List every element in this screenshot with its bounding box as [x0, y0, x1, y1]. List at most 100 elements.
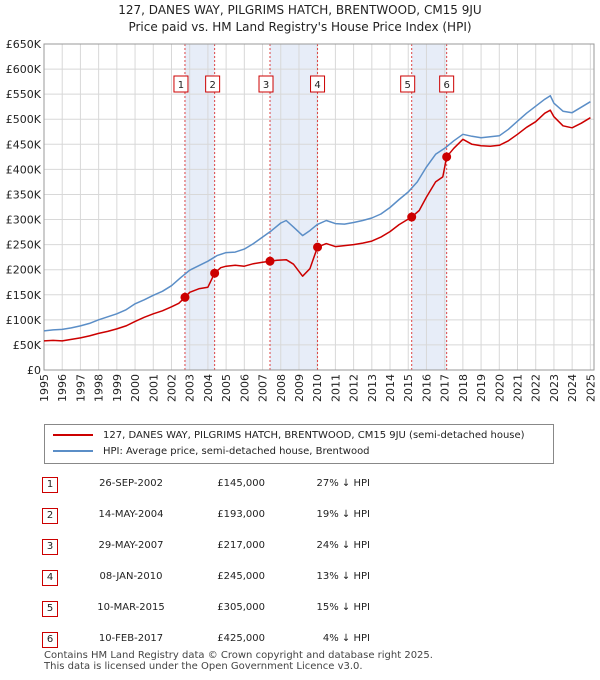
- x-tick-label: 2012: [348, 374, 361, 402]
- sale-point: [180, 292, 190, 302]
- chart-subtitle: Price paid vs. HM Land Registry's House …: [128, 20, 472, 34]
- sale-number-label: 3: [263, 80, 269, 91]
- sale-point: [210, 268, 220, 278]
- y-tick-label: £450K: [6, 138, 42, 151]
- chart-title: 127, DANES WAY, PILGRIMS HATCH, BRENTWOO…: [118, 3, 482, 17]
- sale-price: £245,000: [217, 571, 265, 582]
- x-tick-label: 2001: [147, 374, 160, 402]
- x-tick-label: 2024: [566, 374, 579, 402]
- x-tick-label: 2023: [548, 374, 561, 402]
- sale-hpi-diff: 15% ↓ HPI: [316, 602, 370, 613]
- sale-number-box: [258, 75, 274, 93]
- legend-entry-hpi: HPI: Average price, semi-detached house,…: [53, 445, 370, 459]
- y-tick-label: £200K: [6, 264, 42, 277]
- x-tick-label: 2014: [384, 374, 397, 402]
- plot-frame: [43, 43, 595, 371]
- sale-date: 26-SEP-2002: [99, 478, 163, 489]
- sale-number-label: 4: [314, 80, 320, 91]
- sale-point: [265, 256, 275, 266]
- chart-plot: £0 £50K £100K £150K £200K £250K £300K £350K £400…: [6, 38, 598, 402]
- x-tick-label: 2000: [129, 374, 142, 402]
- shaded-period: [411, 44, 447, 370]
- footer-line-licence: This data is licensed under the Open Gov…: [44, 661, 363, 672]
- x-tick-label: 2003: [184, 374, 197, 402]
- sale-number-box: [400, 75, 416, 93]
- sale-point: [407, 212, 417, 222]
- sale-date: 29-MAY-2007: [98, 540, 164, 551]
- sale-row: 5 10-MAR-2015 £305,000 15% ↓ HPI: [0, 598, 600, 618]
- x-tick-label: 2022: [530, 374, 543, 402]
- x-tick-label: 2019: [475, 374, 488, 402]
- x-tick-label: 2004: [202, 374, 215, 402]
- x-tick-label: 2007: [257, 374, 270, 402]
- y-tick-label: £600K: [6, 63, 42, 76]
- legend-label-hpi: HPI: Average price, semi-detached house,…: [103, 446, 370, 457]
- legend-entry-property: 127, DANES WAY, PILGRIMS HATCH, BRENTWOO…: [53, 429, 525, 443]
- sale-row: 3 29-MAY-2007 £217,000 24% ↓ HPI: [0, 536, 600, 556]
- sale-number-badge: 1: [42, 477, 58, 493]
- x-tick-label: 2005: [220, 374, 233, 402]
- footer-attribution: Contains HM Land Registry data © Crown c…: [44, 650, 433, 672]
- x-tick-label: 2010: [311, 374, 324, 402]
- x-tick-label: 2017: [439, 374, 452, 402]
- y-tick-label: £650K: [6, 38, 42, 51]
- legend-swatch-hpi: [53, 450, 93, 452]
- plot-background: [44, 44, 594, 370]
- sale-price: £217,000: [217, 540, 265, 551]
- x-tick-label: 2008: [275, 374, 288, 402]
- x-tick-label: 2025: [584, 374, 597, 402]
- chart-title-block: 127, DANES WAY, PILGRIMS HATCH, BRENTWOO…: [0, 2, 600, 36]
- sale-number-box: [310, 75, 326, 93]
- sale-hpi-diff: 19% ↓ HPI: [316, 509, 370, 520]
- sale-price: £193,000: [217, 509, 265, 520]
- x-tick-label: 2020: [493, 374, 506, 402]
- sale-number-label: 2: [209, 80, 215, 91]
- x-tick-label: 2015: [402, 374, 415, 402]
- y-tick-label: £250K: [6, 239, 42, 252]
- sale-row: 4 08-JAN-2010 £245,000 13% ↓ HPI: [0, 567, 600, 587]
- sale-date: 10-FEB-2017: [98, 633, 164, 644]
- x-tick-label: 2013: [366, 374, 379, 402]
- sale-hpi-diff: 13% ↓ HPI: [316, 571, 370, 582]
- sale-number-badge: 4: [42, 570, 58, 586]
- sale-date: 08-JAN-2010: [99, 571, 163, 582]
- x-tick-label: 2016: [420, 374, 433, 402]
- sale-row: 1 26-SEP-2002 £145,000 27% ↓ HPI: [0, 474, 600, 494]
- x-tick-label: 2009: [293, 374, 306, 402]
- y-tick-label: £100K: [6, 314, 42, 327]
- sale-hpi-diff: 24% ↓ HPI: [316, 540, 370, 551]
- x-tick-label: 1997: [74, 374, 87, 402]
- chart-legend: 127, DANES WAY, PILGRIMS HATCH, BRENTWOO…: [44, 424, 554, 464]
- sale-date: 10-MAR-2015: [97, 602, 165, 613]
- sale-number-label: 1: [178, 80, 184, 91]
- sale-number-badge: 5: [42, 601, 58, 617]
- y-tick-label: £550K: [6, 88, 42, 101]
- sale-number-label: 5: [405, 80, 411, 91]
- sale-price: £145,000: [217, 478, 265, 489]
- sale-number-box: [439, 75, 455, 93]
- x-tick-label: 1998: [93, 374, 106, 402]
- sale-number-badge: 2: [42, 508, 58, 524]
- legend-label-property: 127, DANES WAY, PILGRIMS HATCH, BRENTWOO…: [103, 430, 525, 441]
- sale-point: [313, 242, 323, 252]
- sale-date: 14-MAY-2004: [98, 509, 164, 520]
- sale-number-box: [173, 75, 189, 93]
- sale-price: £425,000: [217, 633, 265, 644]
- series-line: [43, 109, 591, 342]
- x-tick-label: 2011: [329, 374, 342, 402]
- sale-hpi-diff: 4% ↓ HPI: [322, 633, 370, 644]
- footer-line-copyright: Contains HM Land Registry data © Crown c…: [44, 650, 433, 661]
- y-tick-label: £150K: [6, 289, 42, 302]
- y-tick-label: £350K: [6, 188, 42, 201]
- y-tick-label: £300K: [6, 214, 42, 227]
- series-line: [43, 94, 591, 332]
- x-tick-label: 2002: [165, 374, 178, 402]
- sale-price: £305,000: [217, 602, 265, 613]
- sale-number-badge: 3: [42, 539, 58, 555]
- y-tick-label: £50K: [13, 339, 42, 352]
- sale-row: 2 14-MAY-2004 £193,000 19% ↓ HPI: [0, 505, 600, 525]
- sale-number-label: 6: [443, 80, 449, 91]
- sale-row: 6 10-FEB-2017 £425,000 4% ↓ HPI: [0, 629, 600, 649]
- sale-number-badge: 6: [42, 632, 58, 648]
- x-tick-label: 1995: [38, 374, 51, 402]
